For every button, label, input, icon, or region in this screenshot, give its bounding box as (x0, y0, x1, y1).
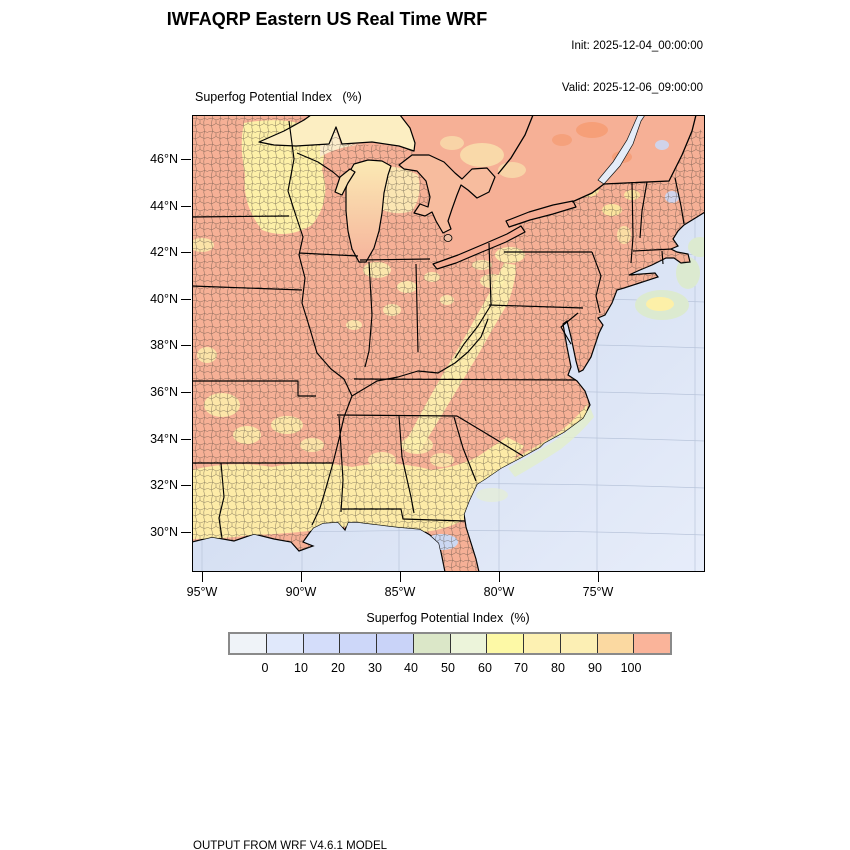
init-time: Init: 2025-12-04_00:00:00 (571, 40, 703, 52)
great-lakes (258, 114, 577, 270)
lat-tick-label: 34°N (150, 432, 178, 446)
colorbar-cell (302, 634, 340, 653)
lat-tick-label: 46°N (150, 152, 178, 166)
lake-michigan (345, 159, 392, 263)
lon-tick-label: 75°W (582, 585, 614, 599)
colorbar-tick-label: 100 (620, 661, 642, 675)
colorbar-cell (265, 634, 303, 653)
lon-tick (400, 572, 401, 582)
colorbar-cell (486, 634, 523, 653)
lon-tick-label: 90°W (285, 585, 317, 599)
colorbar (228, 632, 672, 655)
lon-tick (202, 572, 203, 582)
state-boundaries (191, 120, 685, 539)
lake-superior (258, 114, 416, 152)
lon-tick-label: 95°W (186, 585, 218, 599)
lon-tick (301, 572, 302, 582)
lat-tick-label: 42°N (150, 245, 178, 259)
lon-tick-label: 80°W (483, 585, 515, 599)
lake-ontario (505, 200, 577, 228)
colorbar-cell (559, 634, 597, 653)
colorbar-tick-label: 70 (514, 661, 528, 675)
colorbar-cell (412, 634, 450, 653)
lat-tick (181, 252, 191, 253)
colorbar-cell (449, 634, 487, 653)
plot-title: IWFAQRP Eastern US Real Time WRF (166, 9, 488, 29)
colorbar-cell (376, 634, 413, 653)
lake-huron (398, 154, 496, 234)
run-times: Init: 2025-12-04_00:00:00 Valid: 2025-12… (562, 11, 703, 123)
colorbar-cell (523, 634, 560, 653)
map-frame (192, 115, 705, 572)
lat-tick (181, 299, 191, 300)
field-label: Superfog Potential Index (%) (195, 90, 362, 104)
lat-tick (181, 345, 191, 346)
international-border (497, 114, 697, 203)
colorbar-tick-label: 20 (331, 661, 345, 675)
lon-tick-label: 85°W (384, 585, 416, 599)
lake-st-clair (443, 234, 453, 242)
map-canvas (191, 114, 712, 573)
colorbar-tick-label: 80 (551, 661, 565, 675)
lat-tick (181, 206, 191, 207)
lat-tick-label: 38°N (150, 338, 178, 352)
lat-tick-label: 44°N (150, 199, 178, 213)
colorbar-cell (596, 634, 634, 653)
colorbar-tick-label: 10 (294, 661, 308, 675)
model-info: OUTPUT FROM WRF V4.6.1 MODEL WE = 310 ; … (193, 811, 645, 850)
lat-tick (181, 485, 191, 486)
lat-tick (181, 159, 191, 160)
green-bay (334, 168, 356, 196)
colorbar-tick-label: 50 (441, 661, 455, 675)
lat-tick (181, 532, 191, 533)
colorbar-tick-label: 0 (261, 661, 269, 675)
colorbar-cell (633, 634, 670, 653)
colorbar-cell (230, 634, 266, 653)
valid-time: Valid: 2025-12-06_09:00:00 (561, 82, 703, 94)
lat-tick-label: 30°N (150, 525, 178, 539)
lat-tick (181, 392, 191, 393)
colorbar-tick-label: 40 (404, 661, 418, 675)
map (191, 114, 712, 573)
lat-tick-label: 36°N (150, 385, 178, 399)
lake-erie (432, 225, 526, 270)
lat-tick-label: 32°N (150, 478, 178, 492)
lat-tick (181, 439, 191, 440)
colorbar-tick-label: 90 (588, 661, 602, 675)
colorbar-cell (339, 634, 376, 653)
model-info-line1: OUTPUT FROM WRF V4.6.1 MODEL (193, 840, 388, 850)
lon-tick (598, 572, 599, 582)
lat-tick-label: 40°N (150, 292, 178, 306)
lon-tick (499, 572, 500, 582)
colorbar-title: Superfog Potential Index (%) (366, 611, 530, 625)
colorbar-tick-label: 60 (478, 661, 492, 675)
colorbar-tick-label: 30 (368, 661, 382, 675)
